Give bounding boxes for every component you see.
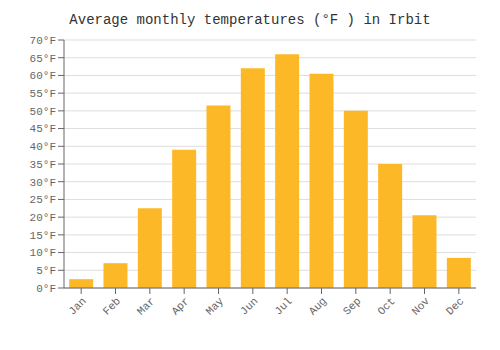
- svg-text:0°F: 0°F: [36, 283, 56, 295]
- svg-text:70°F: 70°F: [30, 35, 56, 47]
- svg-text:Aug: Aug: [307, 295, 329, 317]
- svg-text:Oct: Oct: [375, 295, 397, 317]
- svg-text:25°F: 25°F: [30, 194, 56, 206]
- svg-text:10°F: 10°F: [30, 247, 56, 259]
- svg-text:Jul: Jul: [272, 295, 294, 317]
- svg-text:Dec: Dec: [444, 295, 466, 317]
- svg-text:Apr: Apr: [169, 295, 191, 317]
- svg-text:May: May: [204, 295, 227, 318]
- html-text:Average monthly temperatures (: Average monthly temperatures (°F ) in Ir…: [69, 12, 431, 28]
- svg-text:Mar: Mar: [135, 295, 157, 317]
- svg-text:Nov: Nov: [410, 295, 433, 318]
- svg-text:20°F: 20°F: [30, 212, 56, 224]
- svg-text:60°F: 60°F: [30, 70, 56, 82]
- svg-text:55°F: 55°F: [30, 88, 56, 100]
- svg-text:Jan: Jan: [66, 295, 88, 317]
- svg-text:30°F: 30°F: [30, 177, 56, 189]
- svg-text:50°F: 50°F: [30, 106, 56, 118]
- svg-text:45°F: 45°F: [30, 123, 56, 135]
- svg-text:Jun: Jun: [238, 295, 260, 317]
- svg-text:5°F: 5°F: [36, 265, 56, 277]
- svg-text:40°F: 40°F: [30, 141, 56, 153]
- svg-text:Sep: Sep: [341, 295, 363, 317]
- svg-text:35°F: 35°F: [30, 159, 56, 171]
- svg-text:Feb: Feb: [101, 295, 123, 317]
- svg-text:15°F: 15°F: [30, 230, 56, 242]
- svg-text:65°F: 65°F: [30, 53, 56, 65]
